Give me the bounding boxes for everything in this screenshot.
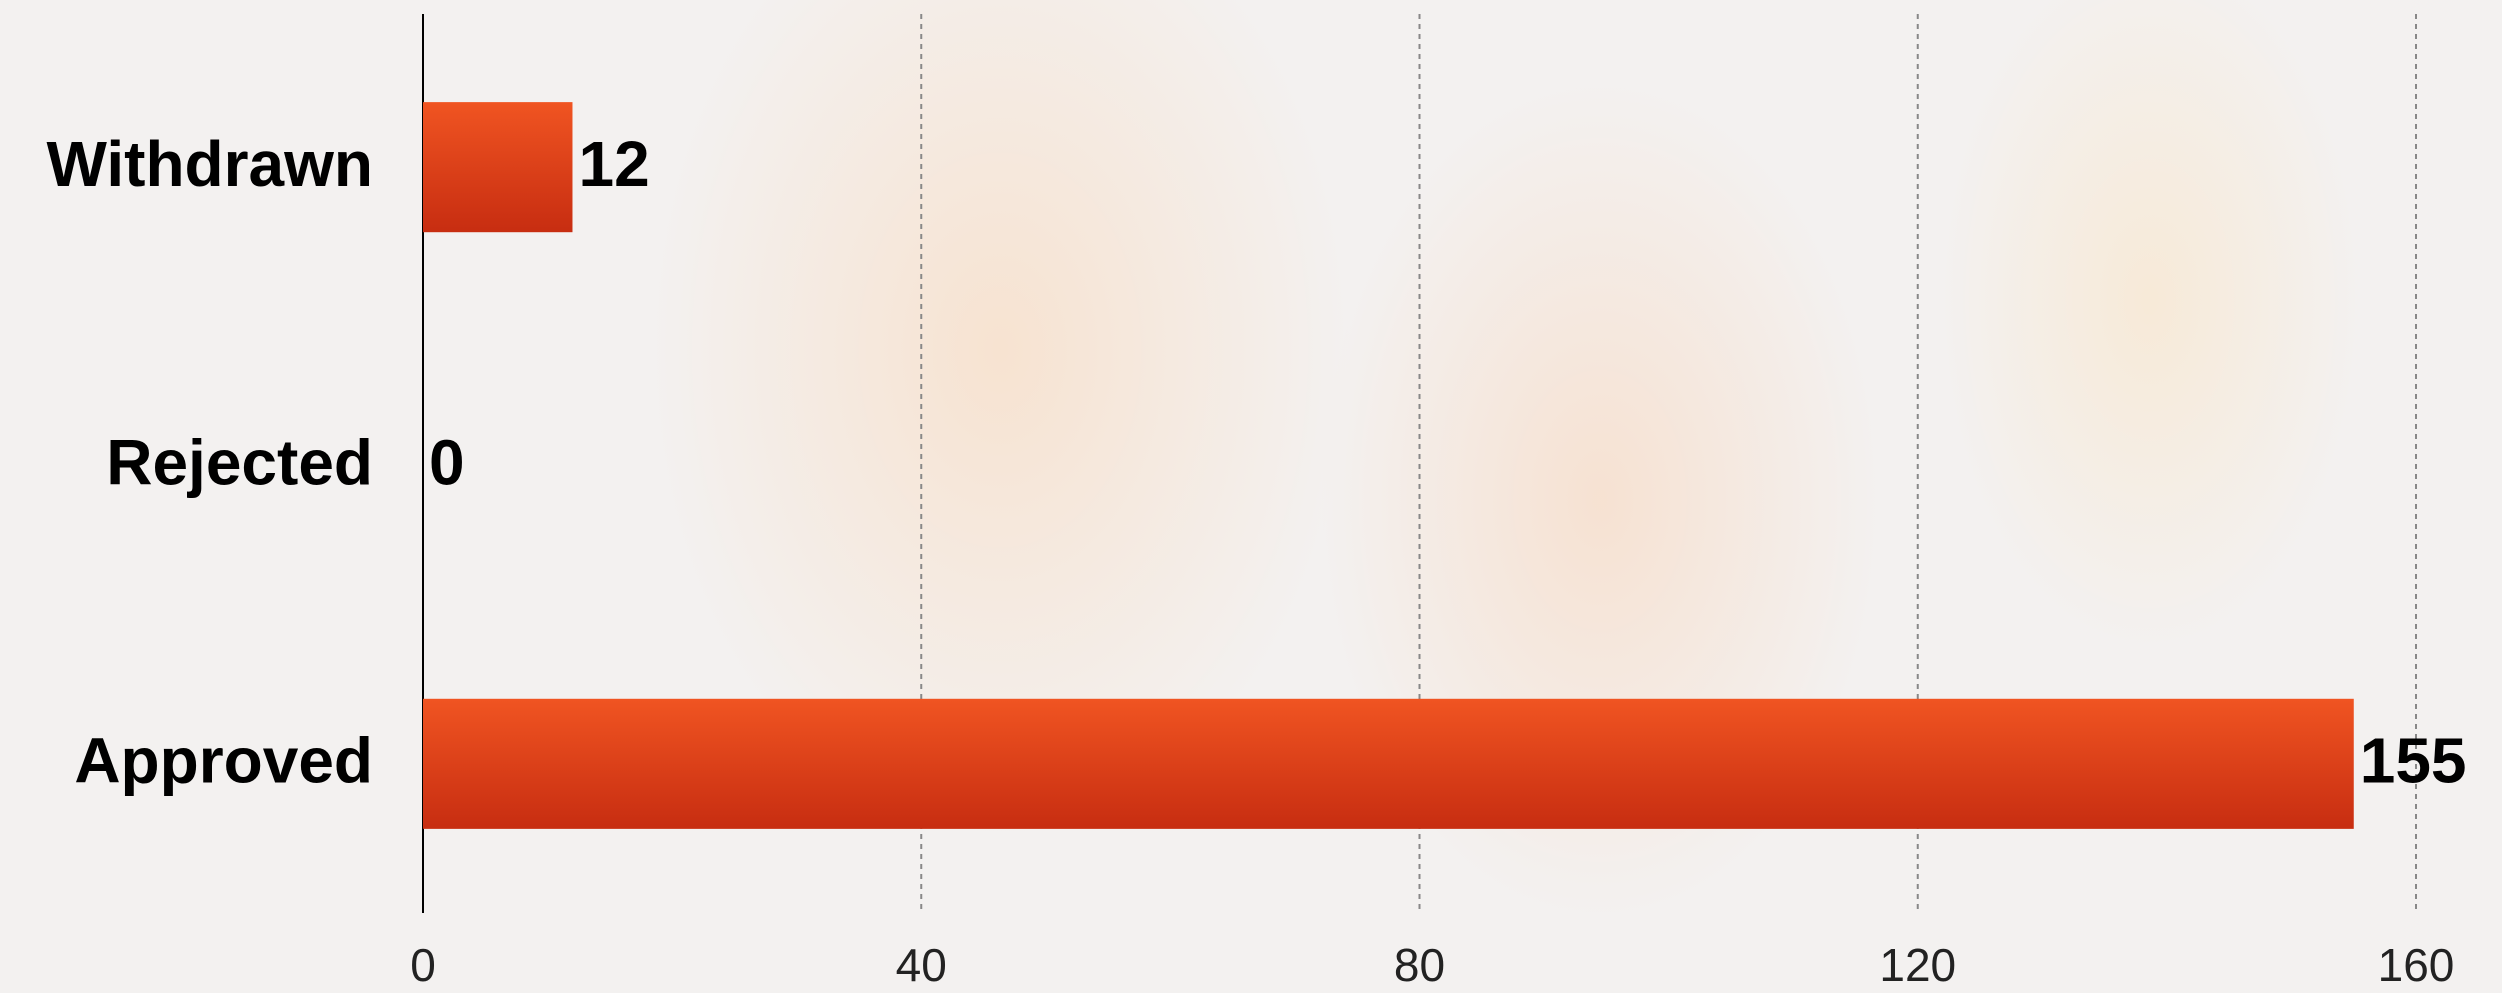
value-label: 12 xyxy=(578,128,649,200)
page: 0 40 80 120 160 Withdrawn 12 Rejected 0 Approved 1… xyxy=(0,0,2502,993)
y-tick-label: Approved xyxy=(74,725,373,797)
x-tick-label: 0 xyxy=(410,939,436,991)
bar-shade xyxy=(423,102,572,232)
x-tick-label: 120 xyxy=(1879,939,1956,991)
y-tick-label: Rejected xyxy=(106,426,373,498)
value-label: 0 xyxy=(429,426,465,498)
value-label: 155 xyxy=(2360,725,2467,797)
chart: 0 40 80 120 160 Withdrawn 12 Rejected 0 Approved 1… xyxy=(0,0,2502,993)
y-tick-label: Withdrawn xyxy=(47,128,374,200)
bar-shade xyxy=(423,699,2354,829)
x-tick-label: 80 xyxy=(1394,939,1445,991)
x-tick-label: 160 xyxy=(2378,939,2455,991)
x-tick-label: 40 xyxy=(896,939,947,991)
